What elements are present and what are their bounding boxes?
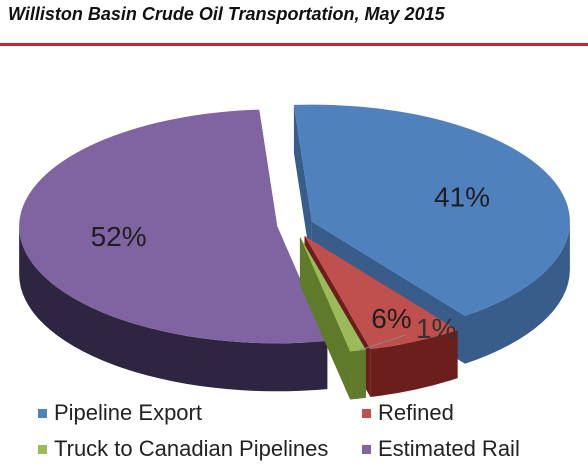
pie-slice-top-truck-to-canadian-pipelines [299, 236, 366, 352]
legend-label-estimated-rail: Estimated Rail [378, 436, 520, 461]
title-divider [0, 43, 588, 46]
pie-slice-side-truck-to-canadian-pipelines-0 [350, 349, 366, 400]
legend-label-refined: Refined [378, 400, 454, 425]
leader-line-truck-to-canadian-pipelines [357, 334, 407, 352]
data-label-estimated-rail: 52% [91, 221, 147, 252]
pie-slice-side-estimated-rail-0 [19, 226, 328, 392]
pie-slice-side-refined-0 [370, 330, 458, 398]
legend-label-truck-to-canadian-pipelines: Truck to Canadian Pipelines [54, 436, 329, 461]
pie-slice-estimated-rail [19, 109, 328, 392]
pie-data-labels: 41% 6% 1% 52% [91, 182, 490, 352]
pie-slice-top-pipeline-export [293, 104, 570, 316]
data-label-truck-to-canadian-pipelines: 1% [416, 313, 456, 344]
legend-swatch-refined [362, 408, 371, 418]
pie-slice-wall-pipeline-export-0 [293, 104, 312, 270]
legend-label-pipeline-export: Pipeline Export [54, 400, 202, 425]
pie-slices [19, 104, 570, 400]
legend-item-estimated-rail: Estimated Rail [362, 436, 520, 462]
legend-item-refined: Refined [362, 400, 454, 426]
pie-slice-top-estimated-rail [19, 109, 328, 344]
data-label-refined: 6% [371, 303, 411, 334]
legend-item-pipeline-export: Pipeline Export [38, 400, 202, 426]
legend-swatch-estimated-rail [362, 444, 371, 454]
pie-slice-top-refined [304, 235, 458, 350]
legend-swatch-truck-to-canadian-pipelines [38, 444, 47, 454]
chart-legend: Pipeline Export Refined Truck to Canadia… [0, 394, 588, 466]
pie-slice-truck-to-canadian-pipelines [299, 236, 366, 400]
data-label-pipeline-export: 41% [434, 182, 490, 213]
pie-slice-wall-truck-to-canadian-pipelines-1 [299, 236, 351, 400]
legend-item-truck-to-canadian-pipelines: Truck to Canadian Pipelines [38, 436, 328, 462]
pie-slice-side-pipeline-export-0 [464, 221, 570, 364]
chart-title: Williston Basin Crude Oil Transportation… [8, 4, 445, 24]
legend-swatch-pipeline-export [38, 408, 47, 418]
